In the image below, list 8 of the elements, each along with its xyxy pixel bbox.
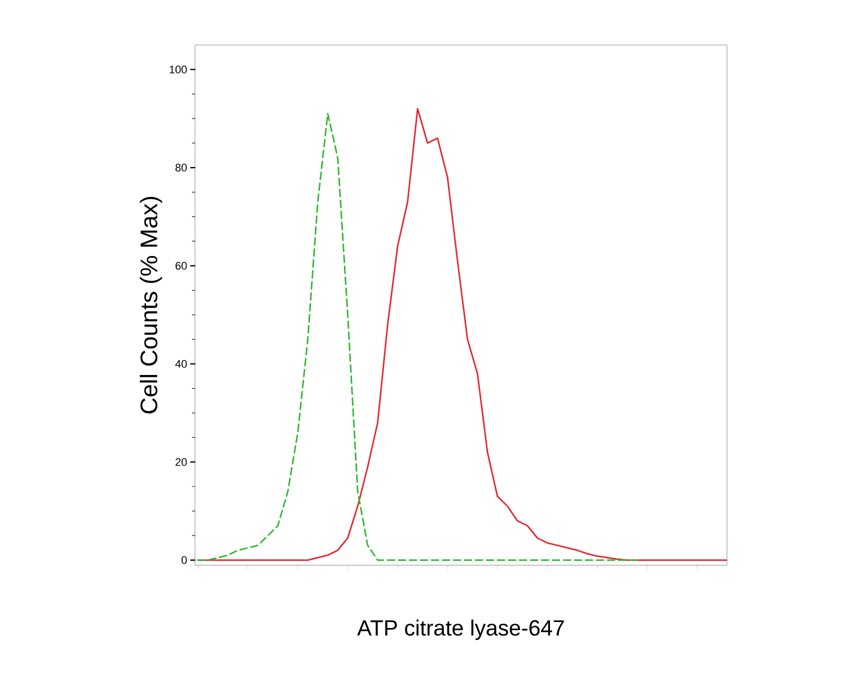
x-axis-title: ATP citrate lyase-647 <box>357 620 564 640</box>
y-axis-title: Cell Counts (% Max) <box>140 196 162 414</box>
y-tick-label: 20 <box>176 458 187 466</box>
y-tick-label: 80 <box>176 164 187 172</box>
y-tick-label: 100 <box>170 66 187 74</box>
y-tick-label: 0 <box>182 556 187 564</box>
y-tick-label: 60 <box>176 262 187 270</box>
y-tick-label: 40 <box>175 360 187 368</box>
